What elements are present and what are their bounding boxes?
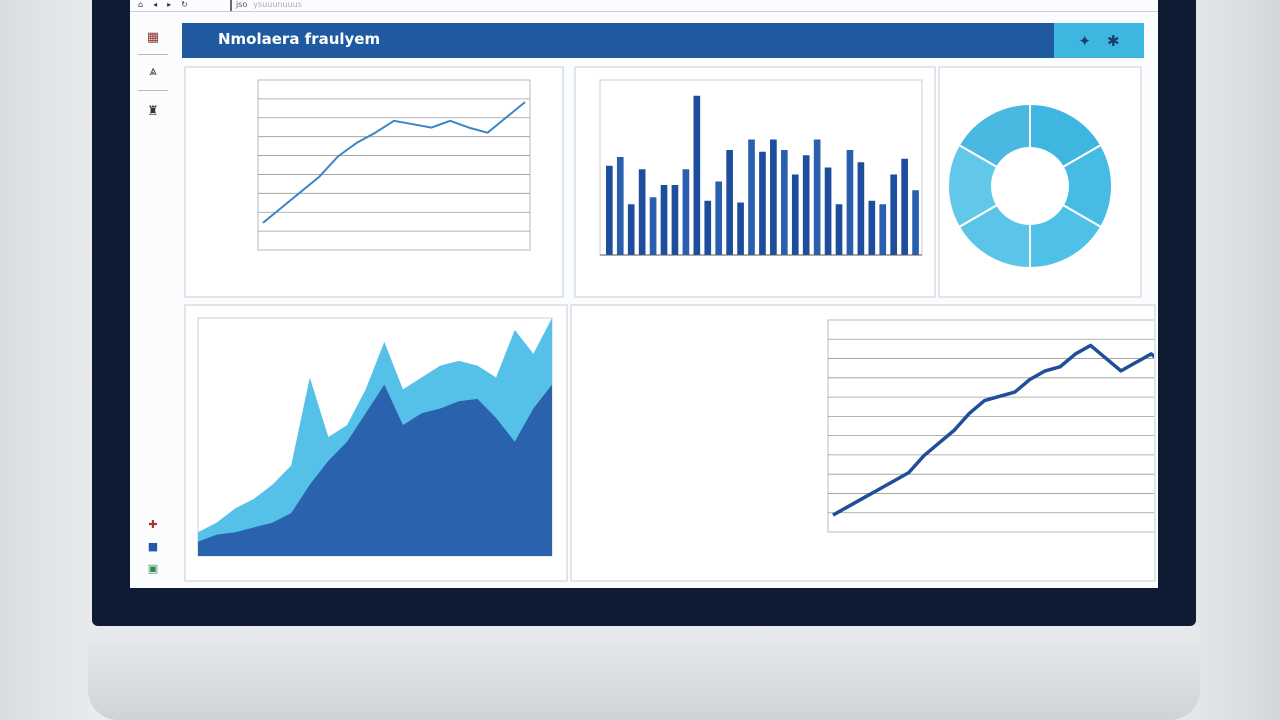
screen: ⌂ ◂ ▸ ↻ jso ysuuunuuus ▦ ⩓ ♜ ✚ ■ ▣ Nmolae… (130, 0, 1233, 588)
users-icon[interactable]: ♜ (147, 104, 159, 119)
forward-icon[interactable]: ▸ (167, 0, 172, 9)
address-bar[interactable]: jso ysuuunuuus (230, 0, 1130, 11)
line-chart-2 (827, 319, 1233, 533)
line-chart-2-panel (570, 304, 1233, 582)
bar (649, 197, 657, 255)
address-text: jso (236, 0, 248, 9)
plot-area (257, 79, 531, 251)
header-actions: ✦ ✱ (1054, 23, 1144, 58)
bar (813, 139, 821, 255)
bar (770, 139, 777, 255)
monitor-stand (88, 626, 1200, 720)
bar (846, 150, 854, 255)
line-chart-panel (184, 66, 564, 298)
bar (704, 200, 712, 255)
donut-slice (957, 102, 1031, 169)
puzzle-icon[interactable]: ✚ (148, 518, 158, 531)
bar (857, 162, 865, 255)
address-placeholder: ysuuunuuus (253, 0, 302, 9)
settings-icon[interactable]: ✱ (1107, 31, 1120, 50)
dashboard-header: Nmolaera fraulyem ✦ ✱ (182, 23, 1144, 58)
chat-icon[interactable]: ■ (147, 540, 159, 553)
divider (138, 90, 168, 91)
bar (726, 150, 733, 255)
bar (835, 204, 843, 255)
export-icon[interactable]: ▣ (147, 562, 159, 575)
pin-icon[interactable]: ✦ (1078, 31, 1091, 50)
bar (671, 185, 679, 255)
bar (879, 204, 887, 255)
grid-icon[interactable]: ▦ (146, 30, 160, 45)
home-icon[interactable]: ⌂ (138, 0, 144, 9)
bar (824, 167, 832, 255)
bar (912, 190, 919, 255)
bar-chart (599, 79, 923, 256)
bar (868, 200, 876, 255)
donut-chart-panel (938, 66, 1142, 298)
page-title: Nmolaera fraulyem (218, 30, 381, 48)
donut-chart (947, 102, 1113, 270)
bar (890, 174, 898, 255)
bar (759, 151, 766, 255)
bar (791, 174, 799, 255)
area-chart-panel (184, 304, 568, 582)
browser-toolbar: ⌂ ◂ ▸ ↻ (130, 0, 1158, 12)
bar (606, 165, 613, 255)
bar (715, 181, 723, 255)
bar-chart-panel (574, 66, 936, 298)
bar (693, 95, 701, 255)
reload-icon[interactable]: ↻ (181, 0, 188, 9)
back-icon[interactable]: ◂ (153, 0, 158, 9)
bar (901, 158, 908, 255)
bar (737, 202, 744, 255)
area-series (198, 384, 552, 556)
bar (780, 150, 788, 255)
line-chart (257, 79, 531, 251)
bar (748, 139, 755, 255)
area-chart (197, 317, 553, 557)
chart-icon[interactable]: ⩓ (149, 64, 157, 79)
divider (138, 54, 168, 55)
sidebar: ▦ ⩓ ♜ ✚ ■ ▣ (130, 20, 174, 588)
bar (660, 185, 668, 255)
bar (638, 169, 646, 255)
bar (627, 204, 635, 255)
bar (682, 169, 690, 255)
plot-area (827, 319, 1233, 533)
bar (802, 155, 810, 255)
bar (616, 157, 624, 255)
